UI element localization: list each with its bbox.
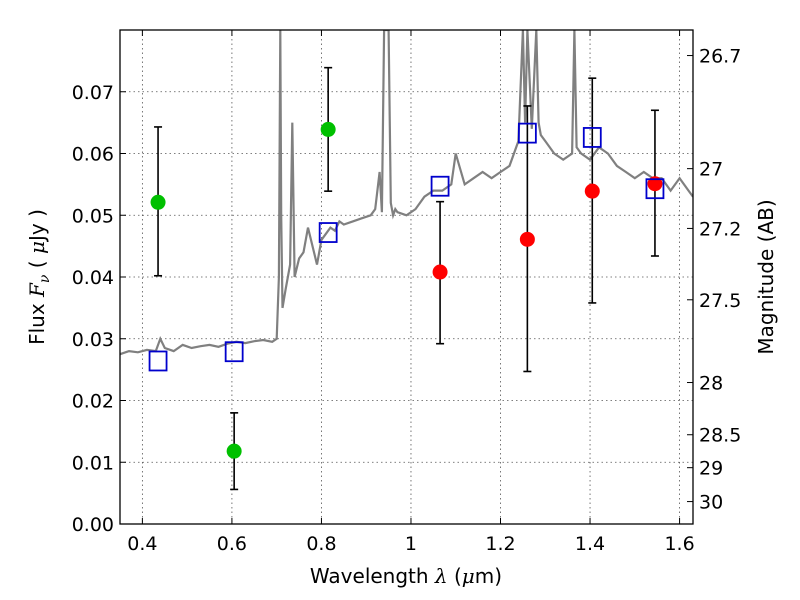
y2-tick-label: 27.2 [699,218,741,240]
y2-axis-label: Magnitude (AB) [754,199,778,354]
data-point-green [226,443,242,459]
x-tick-label: 1.4 [575,533,605,555]
y2-tick-label: 26.7 [699,46,741,68]
y-axis-right: 26.7 27 27.2 27.5 28 28.5 29 30 [687,46,741,514]
data-point-red [584,183,600,199]
model-point-box [517,122,537,144]
model-point-box [148,350,168,372]
x-axis: 0.4 0.6 0.8 1 1.2 1.4 1.6 [127,30,695,555]
y-axis-label: Flux Fν ( μJy ) [25,209,53,345]
data-point-green [150,194,166,210]
y-tick-label: 0.01 [72,452,114,474]
plot-area [120,30,693,491]
y2-tick-label: 27.5 [699,290,741,312]
x-axis-label: Wavelength λ (μm) [310,564,502,588]
model-point-box [318,222,338,243]
x-tick-label: 1.6 [664,533,694,555]
model-point-box [582,127,602,148]
markers [148,121,665,459]
y-tick-label: 0.04 [72,267,114,289]
y-tick-label: 0.03 [72,329,114,351]
x-tick-label: 1 [405,533,417,555]
x-tick-label: 0.8 [306,533,336,555]
y-tick-label: 0.07 [72,82,114,104]
y2-tick-label: 29 [699,458,723,480]
y-tick-label: 0.00 [72,514,114,536]
x-tick-label: 0.4 [127,533,157,555]
x-tick-label: 1.2 [485,533,515,555]
y-axis-left: 0.00 0.01 0.02 0.03 0.04 0.05 0.06 0.07 [72,82,126,536]
model-spectrum-line [120,30,693,356]
data-point-green [320,121,336,137]
data-point-red [432,264,448,280]
y2-tick-label: 28.5 [699,425,741,447]
x-tick-label: 0.6 [217,533,247,555]
data-point-red [519,231,535,247]
model-point-box [430,175,450,197]
y-tick-label: 0.06 [72,144,114,166]
y-tick-label: 0.05 [72,205,114,227]
y2-tick-label: 28 [699,373,723,395]
y2-tick-label: 27 [699,159,723,181]
model-point-box [645,178,665,200]
y-tick-label: 0.02 [72,391,114,413]
model-point-box [224,341,244,363]
grid [120,30,693,525]
y2-tick-label: 30 [699,492,723,514]
